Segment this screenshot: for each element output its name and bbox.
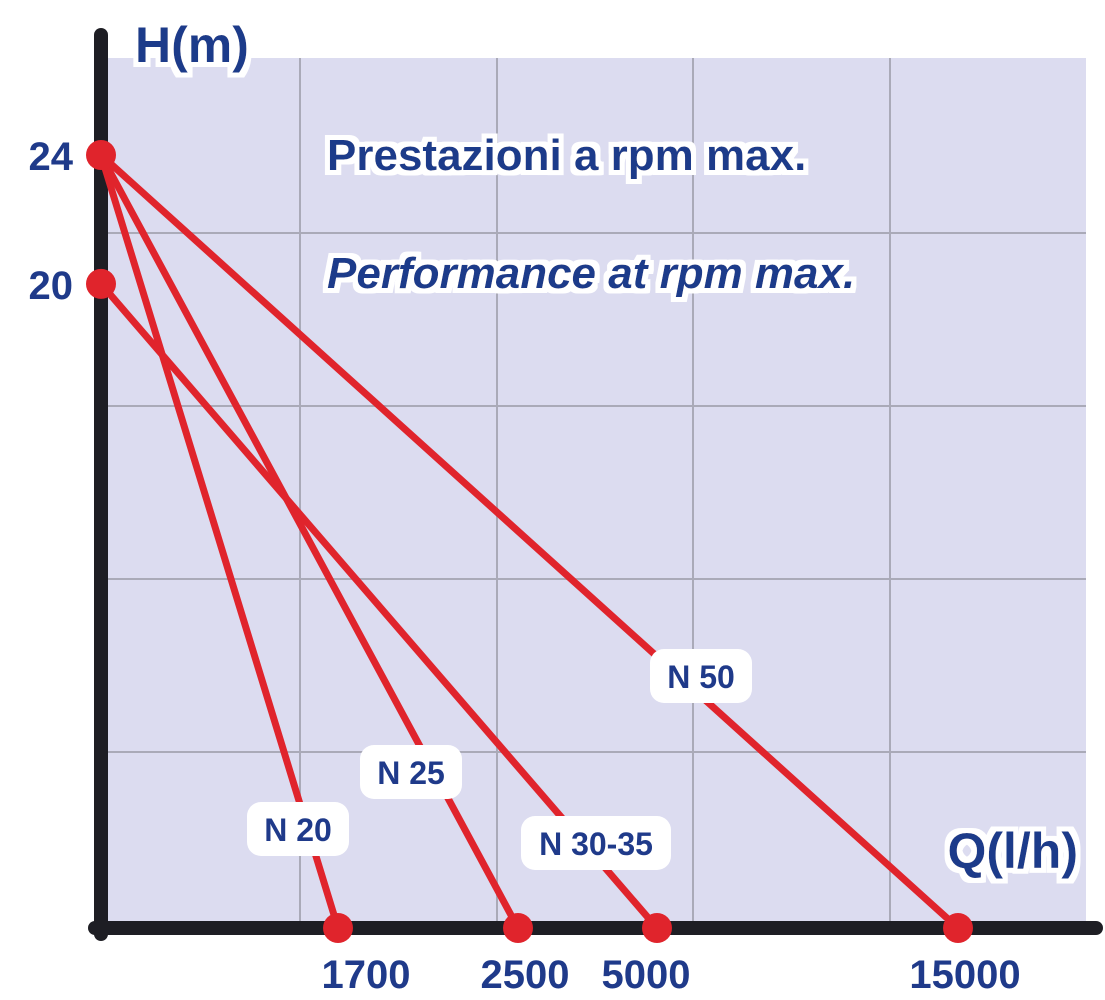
plot-area [101,58,1086,928]
y-axis-label: H(m) [135,17,249,73]
x-tick-label: 5000 [602,953,691,997]
series-label-n-25: N 25 [377,755,445,791]
x-axis-label: Q(l/h) [947,823,1078,879]
data-point [86,268,116,299]
data-point [323,913,353,943]
data-point [503,913,533,943]
data-point [86,140,116,170]
data-point [943,913,973,943]
grid-lines [101,58,1086,928]
series-label-n-50: N 50 [667,659,735,695]
series-labels: N 20 N 25 N 30-35 N 50 [247,649,752,870]
series-label-box [360,745,462,799]
series-line-n-50 [97,151,962,932]
y-tick-label: 20 [29,264,74,308]
series-label-box [650,649,752,703]
series-label-box [521,816,671,870]
x-tick-label: 2500 [481,953,570,997]
tick-labels: 1700 2500 5000 15000 24 20 [29,135,1021,997]
series-endpoints [86,140,973,943]
series-label-n-20: N 20 [264,812,332,848]
series-line-n-20 [97,151,342,932]
y-tick-label: 24 [29,135,74,179]
series-label-box [247,802,349,856]
series-label-n-30-35: N 30-35 [539,826,653,862]
data-point [642,913,672,943]
chart-title: Prestazioni a rpm max. [327,131,806,180]
x-tick-label: 15000 [909,953,1020,997]
axes [88,28,1103,941]
chart-subtitle: Performance at rpm max. [327,249,855,298]
x-tick-label: 1700 [322,953,411,997]
series-line-n-25 [97,151,522,932]
